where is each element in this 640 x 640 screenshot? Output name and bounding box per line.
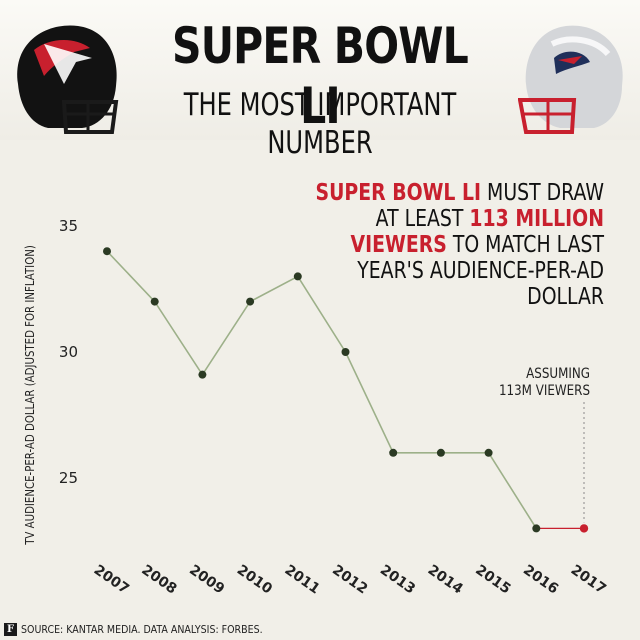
headline-event: SUPER BOWL LI: [315, 180, 482, 206]
y-tick-label: 25: [59, 469, 78, 487]
data-point: [532, 524, 541, 533]
source-text: SOURCE: KANTAR MEDIA. DATA ANALYSIS: FOR…: [21, 623, 263, 636]
data-point: [389, 448, 398, 457]
x-tick-label: 2015: [472, 562, 513, 597]
annotation-line-2: 113M VIEWERS: [498, 383, 590, 399]
series-line: [106, 250, 537, 529]
data-point: [150, 297, 159, 306]
headline: SUPER BOWL LI MUST DRAW AT LEAST 113 MIL…: [294, 180, 604, 310]
x-tick-label: 2016: [520, 562, 561, 597]
y-axis-label: TV AUDIENCE-PER-AD DOLLAR (ADJUSTED FOR …: [23, 245, 37, 546]
y-tick-label: 35: [59, 217, 78, 235]
data-point: [103, 247, 111, 256]
data-point: [341, 348, 350, 356]
x-tick-label: 2010: [234, 562, 275, 598]
falcons-helmet-icon: [17, 25, 119, 134]
page-subtitle: THE MOST IMPORTANT NUMBER: [183, 87, 457, 161]
x-tick-label: 2011: [282, 562, 323, 597]
x-tick-label: 2009: [186, 562, 227, 597]
data-point: [293, 272, 302, 281]
data-point: [484, 448, 493, 457]
patriots-helmet-icon: [518, 25, 623, 134]
headline-viewers: 113 MILLION VIEWERS: [350, 206, 604, 258]
x-tick-label: 2007: [91, 562, 132, 597]
annotation-line-1: ASSUMING: [526, 366, 590, 382]
data-point: [246, 297, 255, 306]
y-tick-label: 30: [59, 343, 78, 361]
headline-text-2: TO MATCH LAST YEAR'S AUDIENCE-PER-AD DOL…: [357, 232, 604, 310]
x-tick-label: 2014: [425, 562, 466, 598]
x-tick-label: 2013: [377, 562, 418, 597]
projection-annotation: ASSUMING 113M VIEWERS: [488, 366, 590, 400]
forbes-logo: F: [4, 623, 17, 636]
headline-text-1: MUST DRAW AT LEAST: [375, 180, 604, 232]
data-point: [436, 448, 445, 457]
data-point: [198, 370, 207, 379]
x-tick-label: 2012: [329, 562, 370, 597]
projected-point: [579, 524, 589, 533]
page-title: SUPER BOWL LI: [172, 17, 469, 135]
x-tick-label: 2017: [568, 562, 609, 597]
x-tick-label: 2008: [138, 562, 179, 597]
source-note: F SOURCE: KANTAR MEDIA. DATA ANALYSIS: F…: [4, 623, 302, 636]
